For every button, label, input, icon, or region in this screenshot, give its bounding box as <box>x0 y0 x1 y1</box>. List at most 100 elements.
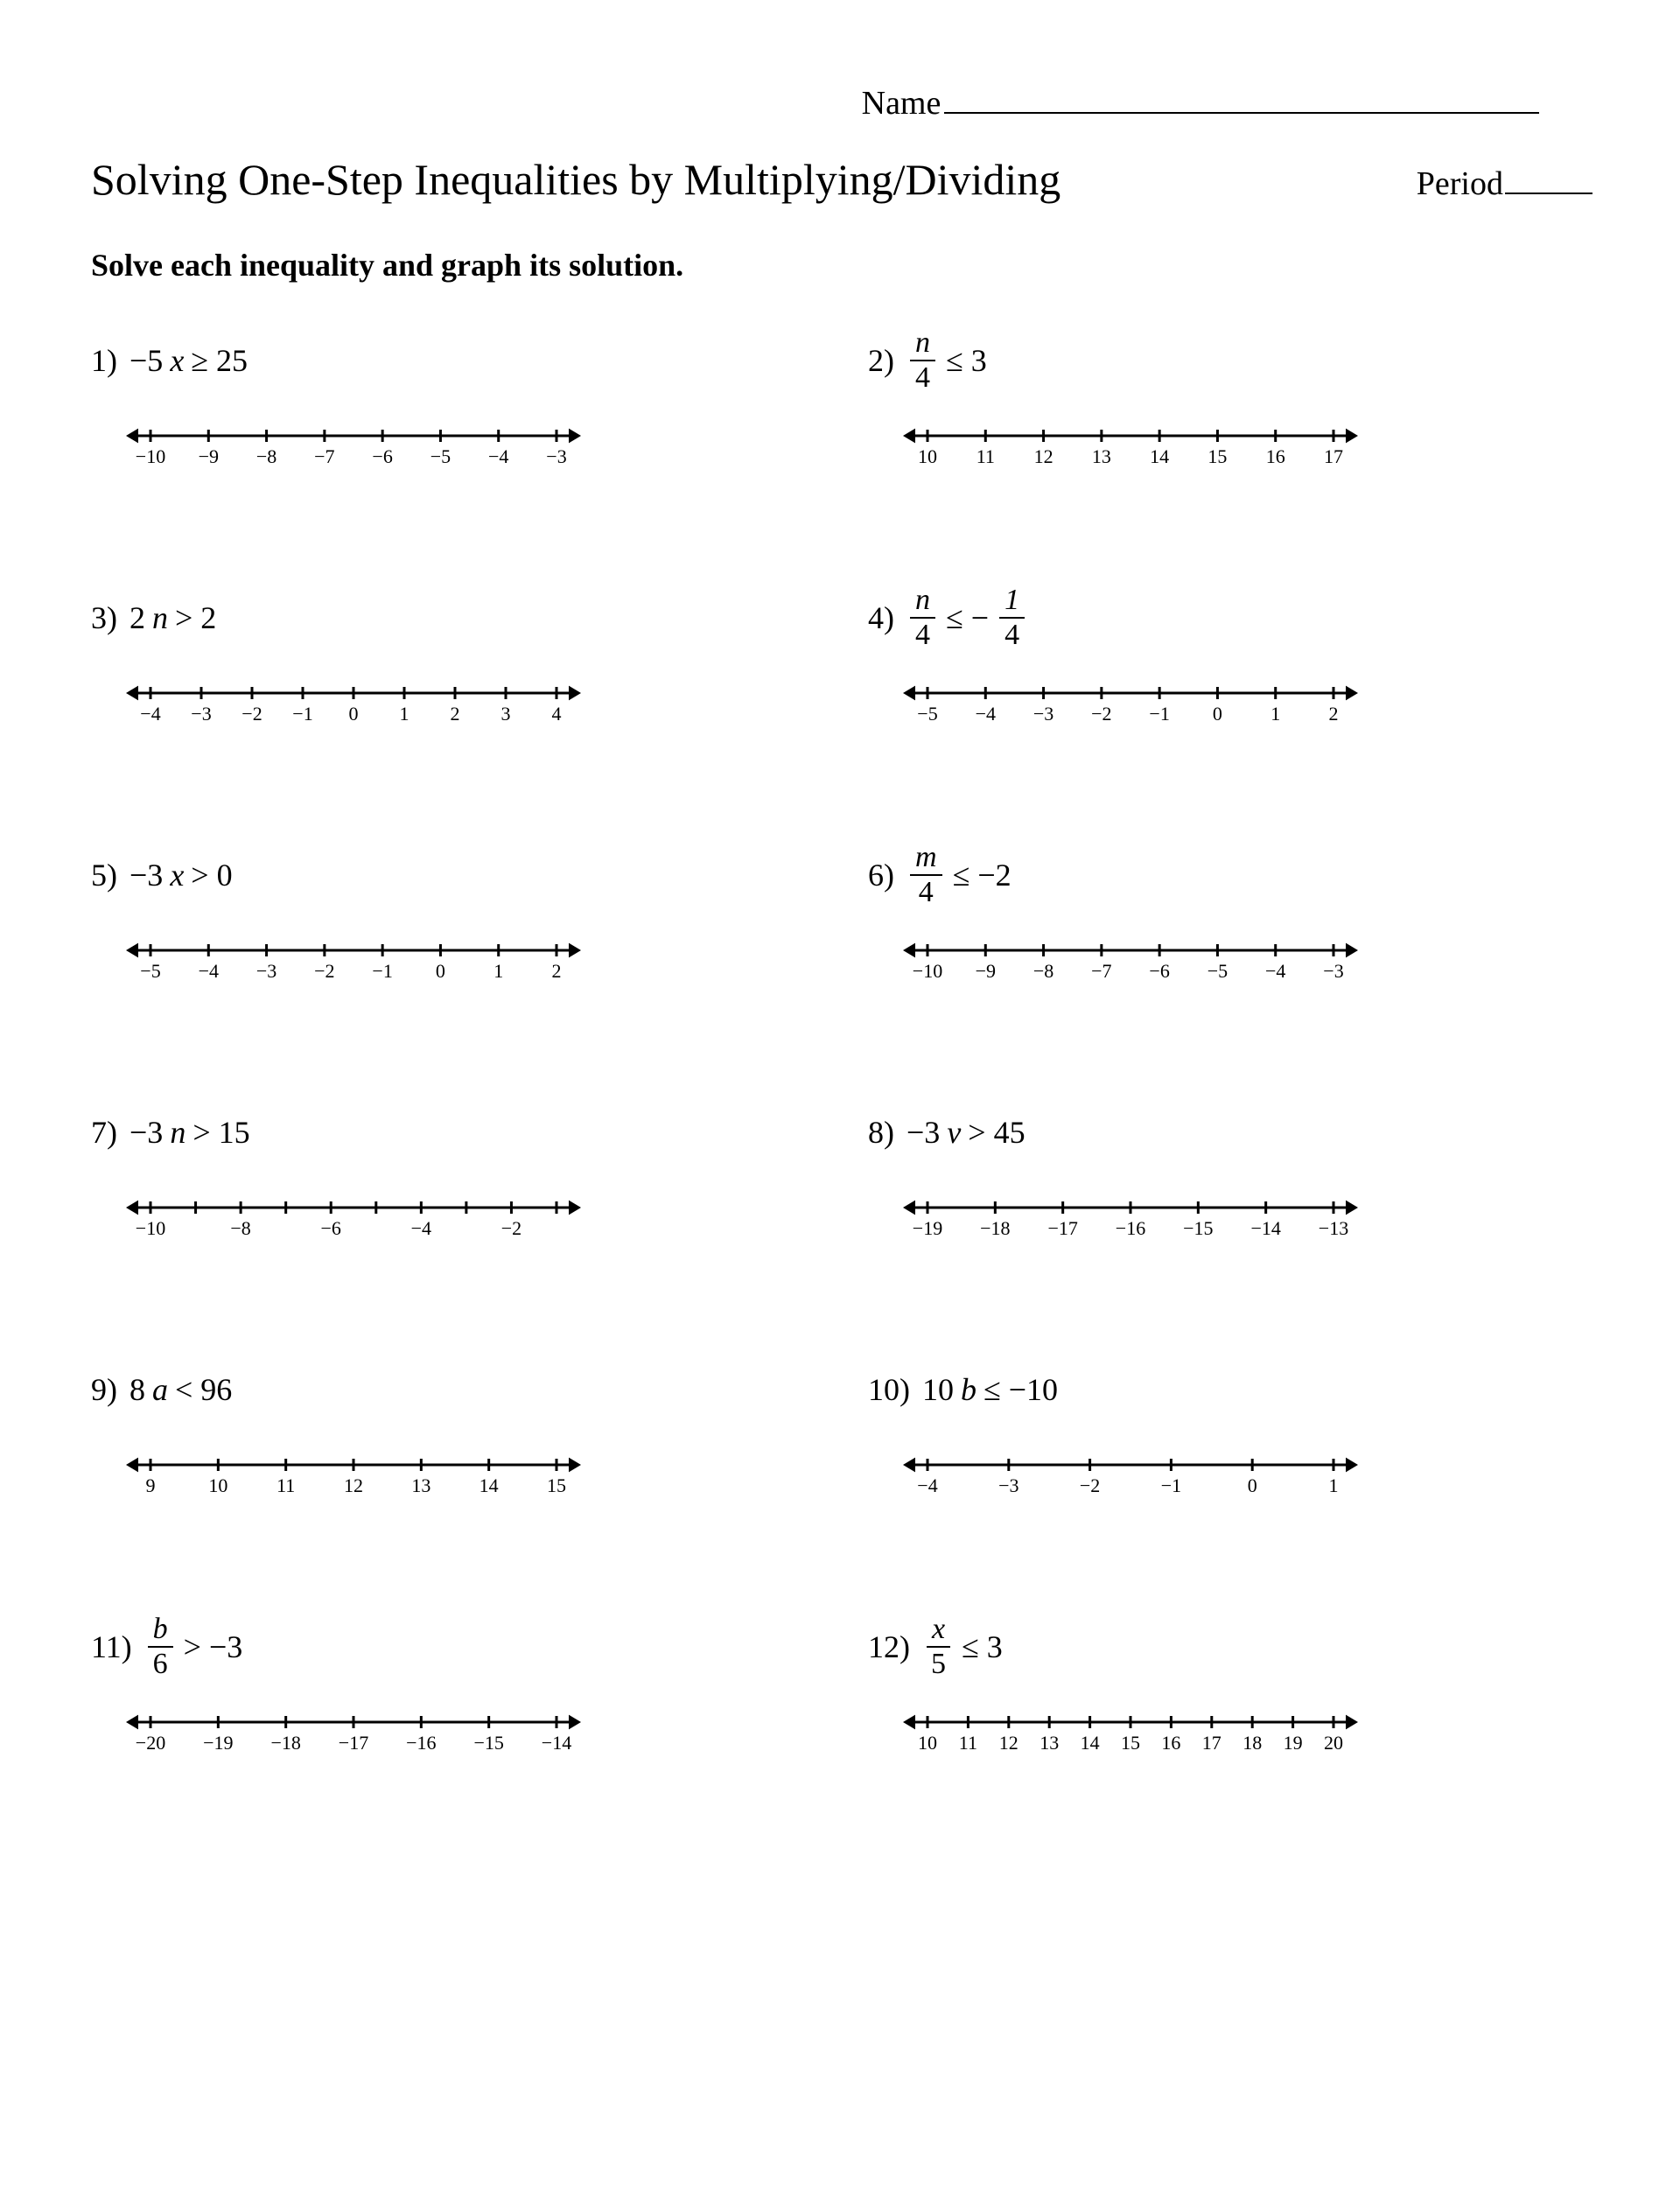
numberline-wrap: −10−9−8−7−6−5−4−3 <box>868 931 1592 992</box>
fraction: b6 <box>148 1614 173 1679</box>
svg-text:−7: −7 <box>314 445 334 467</box>
name-field-row: Name <box>91 77 1592 123</box>
problem-label-row: 5)−3x > 0 <box>91 840 816 910</box>
svg-text:12: 12 <box>344 1474 363 1496</box>
number-line: −4−3−2−101234 <box>126 674 581 735</box>
problems-grid: 1)−5x ≥ 25−10−9−8−7−6−5−4−32)n4 ≤ 310111… <box>91 326 1592 1764</box>
svg-text:−3: −3 <box>1323 960 1343 982</box>
fraction: x5 <box>926 1614 951 1679</box>
problem-label-row: 4)n4 ≤ −14 <box>868 583 1592 653</box>
inequality-expression: −3x > 0 <box>130 857 233 893</box>
svg-text:11: 11 <box>276 1474 295 1496</box>
svg-text:−1: −1 <box>1161 1474 1181 1496</box>
svg-text:10: 10 <box>208 1474 228 1496</box>
numberline-wrap: 9101112131415 <box>91 1446 816 1507</box>
svg-text:−17: −17 <box>339 1732 368 1754</box>
numberline-wrap: −5−4−3−2−1012 <box>868 674 1592 735</box>
svg-text:−4: −4 <box>411 1217 431 1239</box>
problem: 11)b6 > −3−20−19−18−17−16−15−14 <box>91 1612 816 1764</box>
svg-text:−4: −4 <box>1265 960 1285 982</box>
problem: 2)n4 ≤ 31011121314151617 <box>868 326 1592 478</box>
svg-text:2: 2 <box>1329 703 1339 725</box>
svg-text:−4: −4 <box>976 703 996 725</box>
problem-number: 7) <box>91 1114 117 1151</box>
svg-text:20: 20 <box>1324 1732 1343 1754</box>
problem: 3)2n > 2−4−3−2−101234 <box>91 583 816 735</box>
inequality-expression: 10b ≤ −10 <box>922 1371 1058 1408</box>
problem-number: 10) <box>868 1371 910 1408</box>
svg-text:0: 0 <box>436 960 445 982</box>
inequality-expression: b6 > −3 <box>144 1614 243 1679</box>
number-line: 9101112131415 <box>126 1446 581 1507</box>
fraction: m4 <box>910 843 942 907</box>
inequality-expression: 8a < 96 <box>130 1371 232 1408</box>
period-label: Period <box>1417 165 1503 202</box>
svg-text:−16: −16 <box>1116 1217 1145 1239</box>
svg-text:9: 9 <box>146 1474 156 1496</box>
problem: 10)10b ≤ −10−4−3−2−101 <box>868 1355 1592 1507</box>
svg-text:1: 1 <box>1270 703 1280 725</box>
svg-text:−4: −4 <box>140 703 160 725</box>
problem: 9)8a < 969101112131415 <box>91 1355 816 1507</box>
problem: 5)−3x > 0−5−4−3−2−1012 <box>91 840 816 992</box>
svg-text:13: 13 <box>1092 445 1111 467</box>
number-line: −5−4−3−2−1012 <box>903 674 1358 735</box>
svg-text:−20: −20 <box>136 1732 165 1754</box>
svg-text:−9: −9 <box>199 445 219 467</box>
svg-text:−4: −4 <box>917 1474 937 1496</box>
svg-text:−17: −17 <box>1047 1217 1077 1239</box>
svg-text:12: 12 <box>999 1732 1018 1754</box>
problem-label-row: 12) x5 ≤ 3 <box>868 1612 1592 1682</box>
numberline-wrap: 1011121314151617 <box>868 417 1592 478</box>
problem-label-row: 9) 8a < 96 <box>91 1355 816 1425</box>
inequality-expression: n4 ≤ −14 <box>906 585 1028 650</box>
problem-number: 12) <box>868 1628 910 1665</box>
inequality-expression: x5 ≤ 3 <box>922 1614 1003 1679</box>
svg-text:−5: −5 <box>1208 960 1228 982</box>
problem-number: 3) <box>91 599 117 636</box>
period-blank[interactable] <box>1505 159 1592 194</box>
problem-number: 11) <box>91 1628 132 1665</box>
svg-text:−13: −13 <box>1319 1217 1348 1239</box>
numberline-wrap: −19−18−17−16−15−14−13 <box>868 1188 1592 1250</box>
number-line: −5−4−3−2−1012 <box>126 931 581 992</box>
numberline-wrap: −20−19−18−17−16−15−14 <box>91 1703 816 1764</box>
name-blank[interactable] <box>944 77 1539 114</box>
svg-text:−4: −4 <box>488 445 508 467</box>
problem-label-row: 10) 10b ≤ −10 <box>868 1355 1592 1425</box>
svg-text:−2: −2 <box>1080 1474 1100 1496</box>
svg-text:14: 14 <box>480 1474 499 1496</box>
problem: 7)−3n > 15−10−8−6−4−2 <box>91 1097 816 1250</box>
problem-number: 1) <box>91 342 117 379</box>
svg-text:−19: −19 <box>203 1732 233 1754</box>
svg-text:13: 13 <box>1040 1732 1059 1754</box>
svg-text:−3: −3 <box>191 703 211 725</box>
svg-text:2: 2 <box>552 960 562 982</box>
svg-text:−14: −14 <box>542 1732 571 1754</box>
inequality-expression: −5x ≥ 25 <box>130 342 248 379</box>
svg-text:17: 17 <box>1202 1732 1222 1754</box>
svg-text:−1: −1 <box>1149 703 1169 725</box>
number-line: 1011121314151617 <box>903 417 1358 478</box>
svg-text:4: 4 <box>552 703 562 725</box>
svg-text:−2: −2 <box>1091 703 1111 725</box>
svg-text:11: 11 <box>976 445 995 467</box>
numberline-wrap: −5−4−3−2−1012 <box>91 931 816 992</box>
svg-text:−3: −3 <box>1033 703 1054 725</box>
problem-label-row: 6)m4 ≤ −2 <box>868 840 1592 910</box>
problem-number: 9) <box>91 1371 117 1408</box>
svg-text:−6: −6 <box>321 1217 341 1239</box>
problem: 8)−3v > 45−19−18−17−16−15−14−13 <box>868 1097 1592 1250</box>
problem: 1)−5x ≥ 25−10−9−8−7−6−5−4−3 <box>91 326 816 478</box>
svg-text:−9: −9 <box>976 960 996 982</box>
svg-text:1: 1 <box>494 960 503 982</box>
svg-text:−10: −10 <box>136 1217 165 1239</box>
svg-text:−5: −5 <box>430 445 451 467</box>
svg-text:18: 18 <box>1242 1732 1262 1754</box>
fraction: n4 <box>910 585 935 650</box>
svg-text:−7: −7 <box>1091 960 1111 982</box>
problem-label-row: 8)−3v > 45 <box>868 1097 1592 1167</box>
svg-text:−16: −16 <box>406 1732 436 1754</box>
number-line: −4−3−2−101 <box>903 1446 1358 1507</box>
problem: 12)x5 ≤ 31011121314151617181920 <box>868 1612 1592 1764</box>
